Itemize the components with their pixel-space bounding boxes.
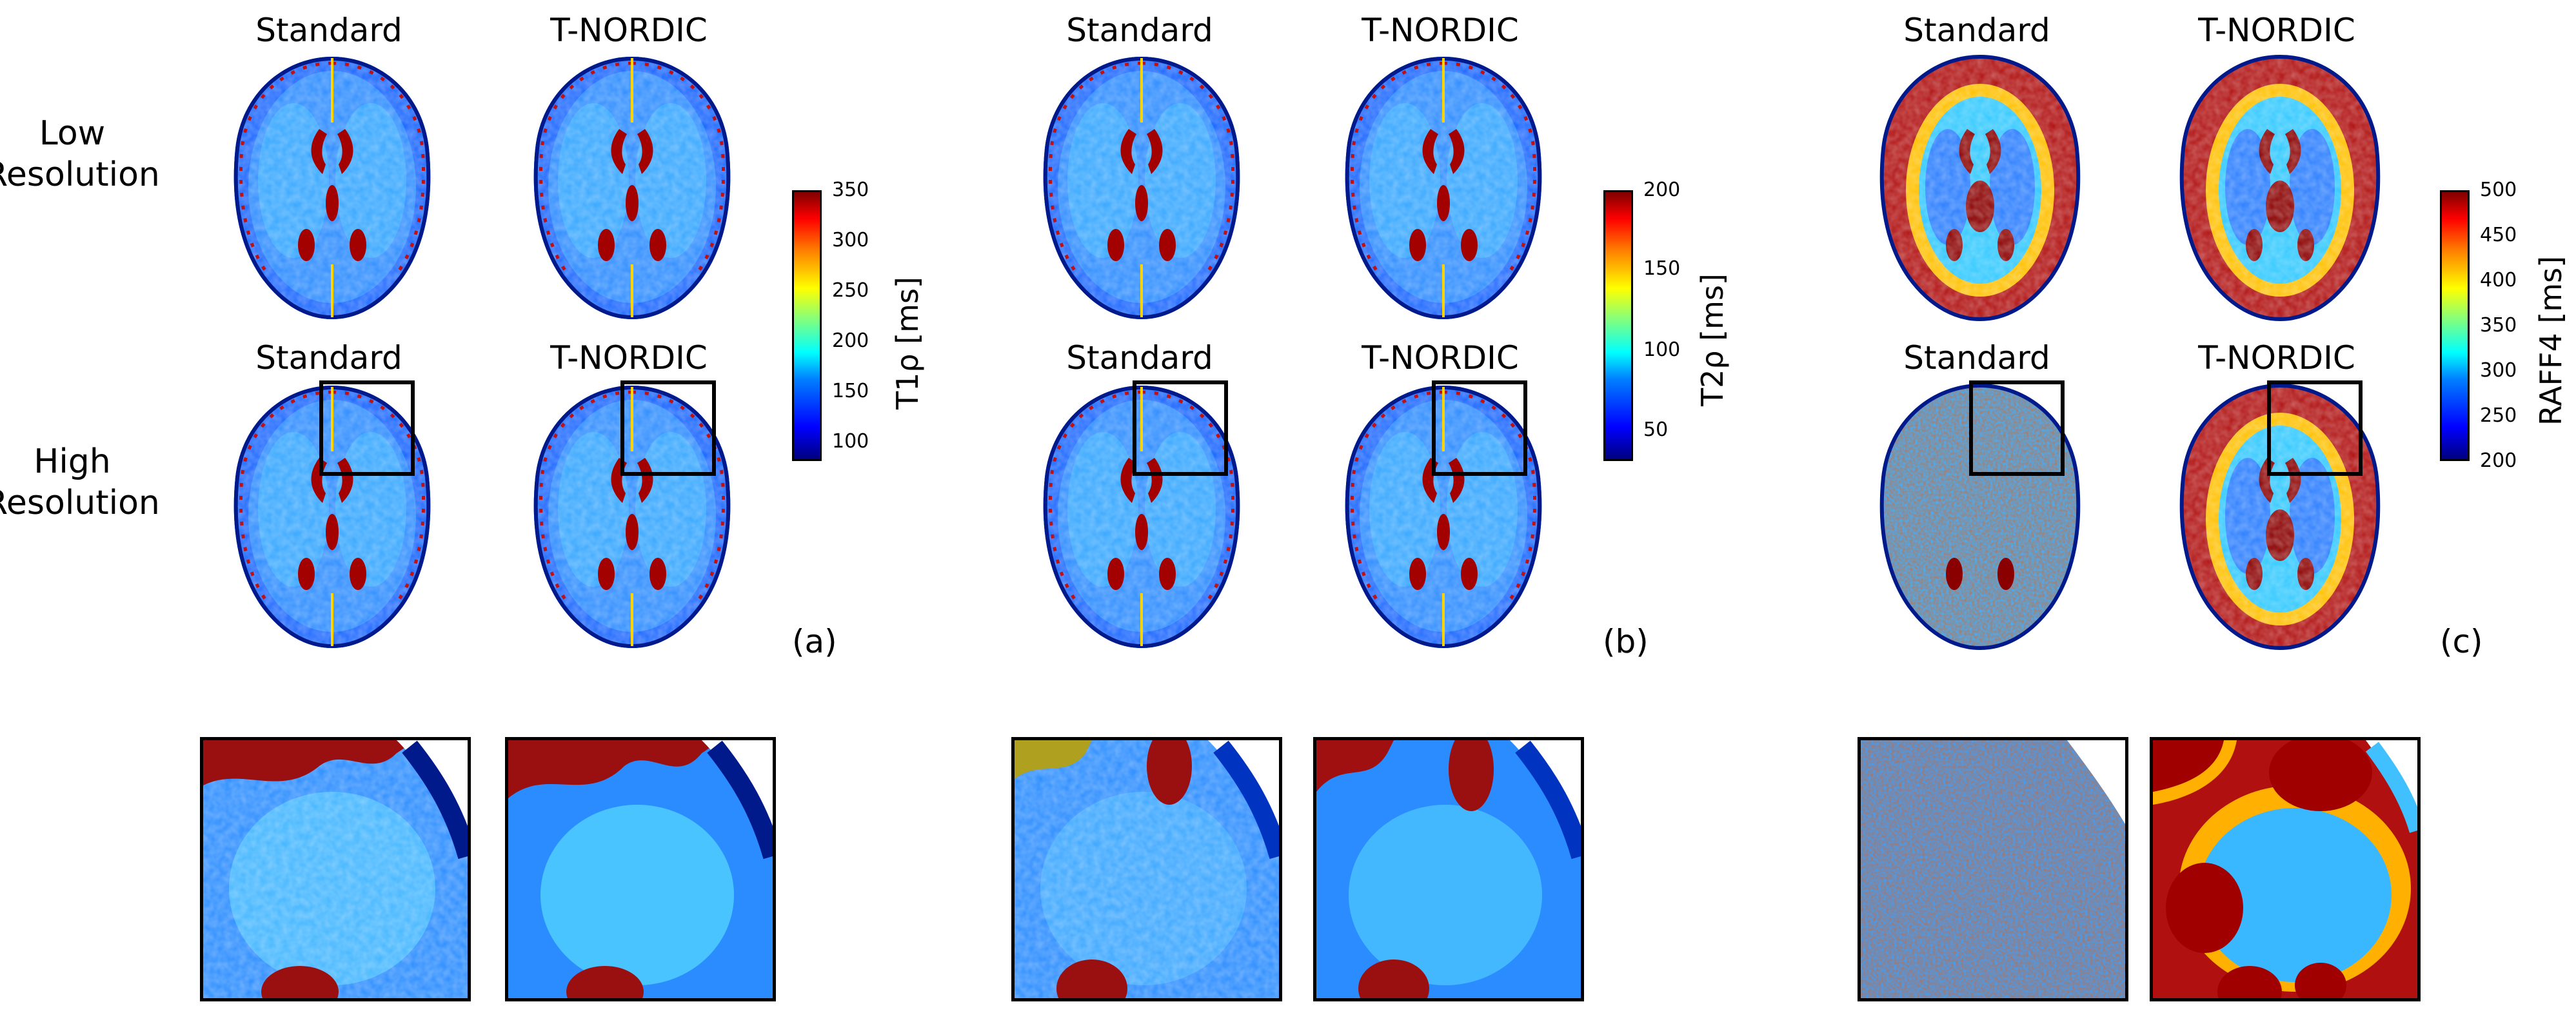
zoom-box-c-standard bbox=[1969, 380, 2065, 476]
brain-a-tnordic-low bbox=[529, 52, 735, 322]
brain-a-standard-low bbox=[229, 52, 435, 322]
inset-a-tnordic-image bbox=[508, 740, 773, 998]
panel-tag-c: (c) bbox=[2440, 623, 2483, 660]
inset-a-standard-image bbox=[203, 740, 468, 998]
colorbar-b-tick: 100 bbox=[1643, 339, 1681, 361]
inset-c-tnordic bbox=[2150, 737, 2421, 1001]
inset-b-standard-image bbox=[1015, 740, 1279, 998]
row-label-high: High Resolution bbox=[0, 442, 160, 522]
col-label-standard-a-low: Standard bbox=[255, 12, 402, 49]
panel-tag-a: (a) bbox=[792, 623, 837, 660]
colorbar-a-tick: 200 bbox=[832, 330, 869, 352]
inset-c-standard-image bbox=[1861, 740, 2125, 998]
colorbar-c-tick: 200 bbox=[2480, 449, 2517, 472]
colorbar-c-tick: 450 bbox=[2480, 224, 2517, 246]
colorbar-b-tick: 150 bbox=[1643, 257, 1681, 280]
colorbar-c bbox=[2440, 190, 2470, 461]
colorbar-a-tick: 250 bbox=[832, 279, 869, 302]
brain-b-tnordic-low bbox=[1340, 52, 1547, 322]
col-label-tnordic-c-high: T-NORDIC bbox=[2198, 339, 2355, 377]
colorbar-b-tick: 200 bbox=[1643, 179, 1681, 201]
zoom-box-b-tnordic bbox=[1432, 380, 1527, 476]
brain-c-standard-low bbox=[1877, 52, 2083, 322]
colorbar-b-tick: 50 bbox=[1643, 418, 1669, 441]
inset-b-tnordic bbox=[1313, 737, 1584, 1001]
col-label-standard-a-high: Standard bbox=[255, 339, 402, 377]
col-label-standard-b-high: Standard bbox=[1066, 339, 1213, 377]
col-label-tnordic-b-high: T-NORDIC bbox=[1362, 339, 1519, 377]
inset-a-standard bbox=[200, 737, 471, 1001]
panel-tag-b: (b) bbox=[1603, 623, 1649, 660]
colorbar-c-tick: 350 bbox=[2480, 314, 2517, 337]
col-label-standard-c-high: Standard bbox=[1903, 339, 2050, 377]
col-label-tnordic-a-low: T-NORDIC bbox=[550, 12, 708, 49]
colorbar-a bbox=[792, 190, 822, 461]
colorbar-a-label: T1ρ [ms] bbox=[890, 277, 925, 409]
colorbar-c-tick: 300 bbox=[2480, 359, 2517, 382]
colorbar-c-tick: 250 bbox=[2480, 404, 2517, 427]
col-label-tnordic-a-high: T-NORDIC bbox=[550, 339, 708, 377]
inset-c-tnordic-image bbox=[2153, 740, 2417, 998]
col-label-standard-c-low: Standard bbox=[1903, 12, 2050, 49]
inset-c-standard bbox=[1858, 737, 2128, 1001]
colorbar-a-tick: 300 bbox=[832, 229, 869, 251]
colorbar-a-tick: 350 bbox=[832, 179, 869, 201]
zoom-box-a-tnordic bbox=[620, 380, 716, 476]
brain-c-tnordic-low bbox=[2177, 52, 2383, 322]
col-label-tnordic-b-low: T-NORDIC bbox=[1362, 12, 1519, 49]
inset-a-tnordic bbox=[505, 737, 776, 1001]
colorbar-c-tick: 500 bbox=[2480, 179, 2517, 201]
colorbar-a-tick: 100 bbox=[832, 430, 869, 453]
inset-b-tnordic-image bbox=[1316, 740, 1581, 998]
colorbar-b bbox=[1603, 190, 1633, 461]
col-label-standard-b-low: Standard bbox=[1066, 12, 1213, 49]
zoom-box-a-standard bbox=[319, 380, 415, 476]
row-label-low: Low Resolution bbox=[0, 114, 160, 194]
zoom-box-c-tnordic bbox=[2267, 380, 2363, 476]
colorbar-c-tick: 400 bbox=[2480, 269, 2517, 291]
inset-b-standard bbox=[1011, 737, 1282, 1001]
col-label-tnordic-c-low: T-NORDIC bbox=[2198, 12, 2355, 49]
colorbar-b-label: T2ρ [ms] bbox=[1695, 273, 1730, 406]
colorbar-a-tick: 150 bbox=[832, 380, 869, 402]
zoom-box-b-standard bbox=[1133, 380, 1228, 476]
brain-b-standard-low bbox=[1038, 52, 1245, 322]
colorbar-c-label: RAFF4 [ms] bbox=[2533, 255, 2568, 426]
